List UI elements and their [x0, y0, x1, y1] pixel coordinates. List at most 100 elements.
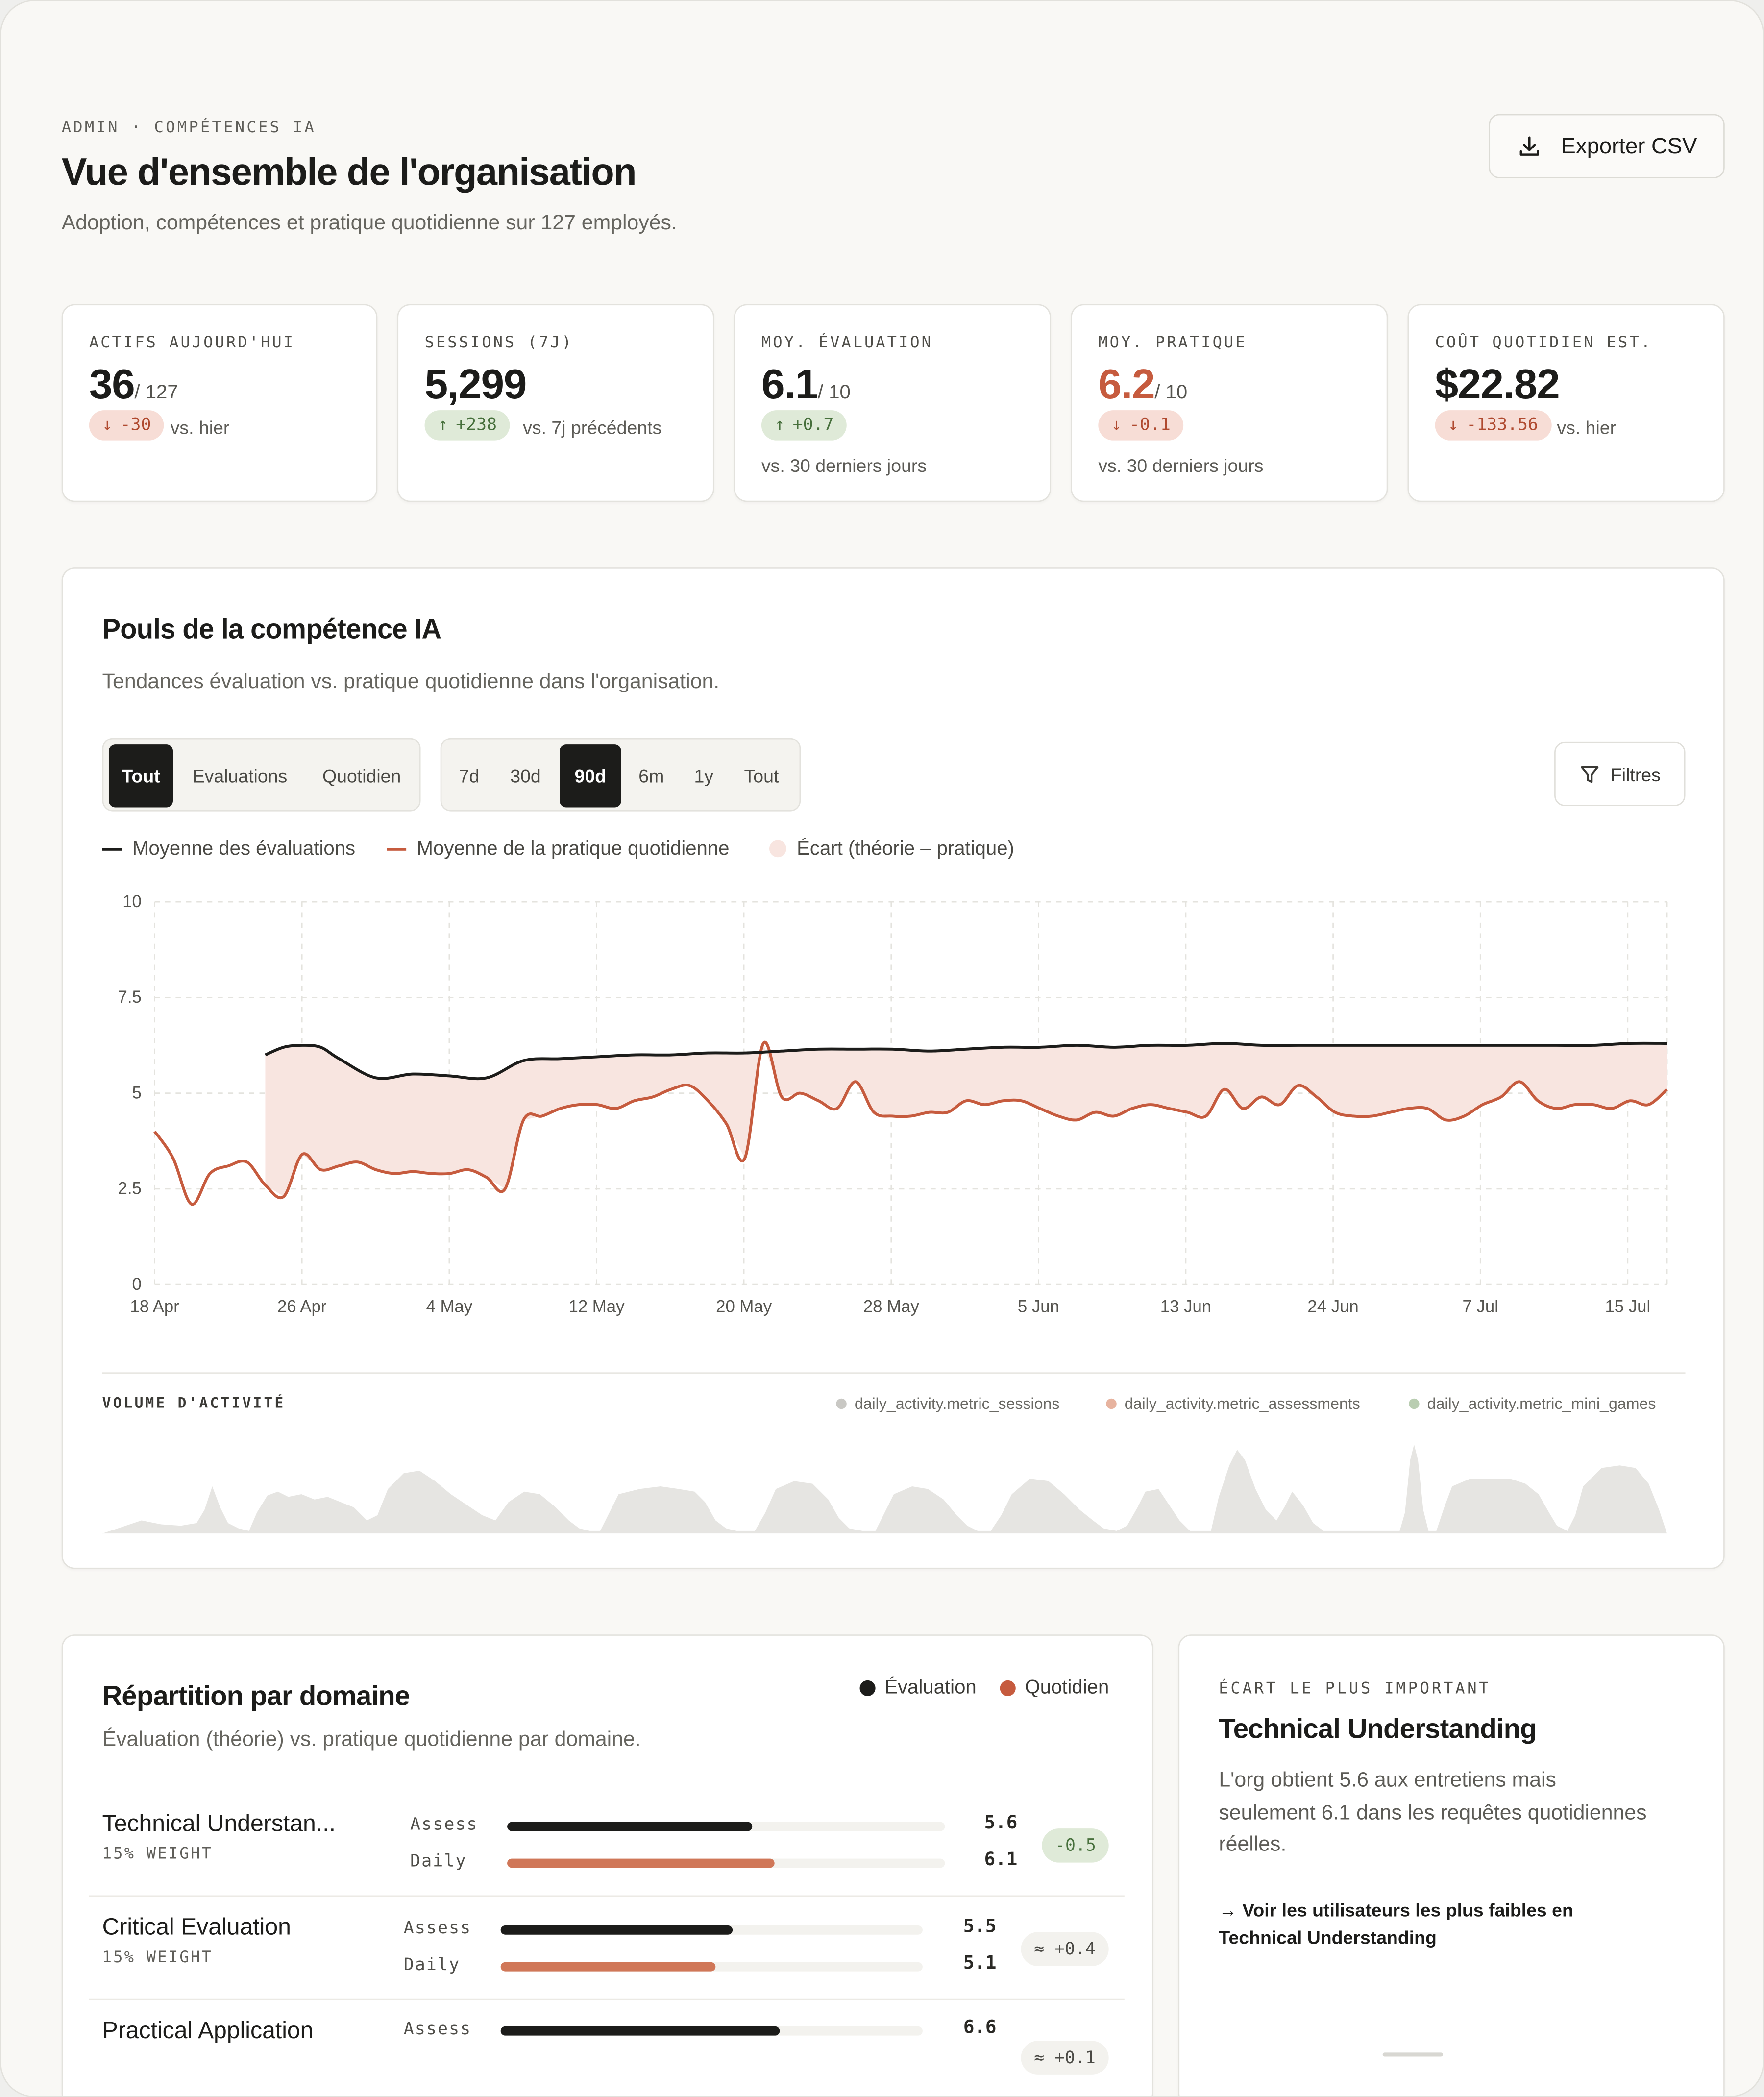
kpi-label: SESSIONS (7J) [424, 333, 573, 351]
kpi-card-active-today: ACTIFS AUJOURD'HUI 36/ 127 ↓ -30 vs. hier [61, 304, 378, 502]
delta-badge: ↓ -133.56 [1435, 410, 1551, 441]
largest-gap-card: ÉCART LE PLUS IMPORTANT Technical Unders… [1178, 1634, 1725, 2096]
kpi-value: 6.2/ 10 [1098, 360, 1188, 408]
dot-mini-games [1409, 1398, 1420, 1409]
series-line-assessment [265, 1041, 1667, 1081]
volume-title: VOLUME D'ACTIVITÉ [102, 1394, 286, 1412]
kpi-unit: / 127 [134, 381, 178, 404]
kpi-comparison: vs. 7j précédents [523, 417, 662, 438]
assess-value: 5.6 [984, 1812, 1018, 1834]
legend-daily: Moyenne de la pratique quotidienne [387, 838, 729, 860]
tab-range-all[interactable]: Tout [744, 765, 779, 787]
x-tick-label: 24 Jun [1307, 1297, 1358, 1316]
tab-view-daily[interactable]: Quotidien [322, 765, 401, 787]
y-tick-label: 5 [132, 1084, 142, 1102]
x-tick-label: 13 Jun [1160, 1297, 1211, 1316]
arrow-up-icon: ↑ [438, 415, 448, 435]
tab-range-7d[interactable]: 7d [459, 765, 480, 787]
kpi-card-avg-assessment: MOY. ÉVALUATION 6.1/ 10 ↑ +0.7 vs. 30 der… [734, 304, 1052, 502]
kpi-value: $22.82 [1435, 360, 1560, 408]
activity-volume-chart [102, 1444, 1667, 1534]
daily-label: Daily [410, 1852, 467, 1872]
daily-bar [507, 1858, 945, 1868]
assess-value: 6.6 [963, 2017, 997, 2039]
daily-value: 6.1 [984, 1849, 1018, 1871]
assess-label: Assess [403, 2020, 472, 2040]
x-tick-label: 18 Apr [130, 1297, 179, 1316]
kpi-label: ACTIFS AUJOURD'HUI [89, 333, 295, 351]
kpi-label: MOY. ÉVALUATION [761, 333, 933, 351]
tab-range-30d[interactable]: 30d [510, 765, 541, 787]
tab-range-1y[interactable]: 1y [694, 765, 714, 787]
arrow-down-icon: ↓ [102, 415, 113, 435]
delta-badge: ↑ +0.7 [761, 410, 847, 441]
assess-bar [507, 1822, 945, 1831]
gap-chip: ≈ +0.4 [1021, 1932, 1109, 1966]
legend-gap: Écart (théorie – pratique) [769, 838, 1014, 860]
kpi-unit: / 10 [1154, 381, 1188, 404]
delta-badge: ↓ -0.1 [1098, 410, 1184, 441]
tab-view-all[interactable]: Tout [108, 744, 173, 808]
domain-name: Technical Understan... [102, 1810, 336, 1837]
domain-row[interactable]: Practical Application Assess 6.6 ≈ +0.1 [89, 2001, 1125, 2096]
ai-pulse-card: Pouls de la compétence IA Tendances éval… [61, 567, 1725, 1569]
assess-bar [500, 2026, 923, 2036]
legend-daily: Quotidien [1000, 1677, 1109, 1699]
y-tick-label: 10 [122, 892, 142, 911]
x-tick-label: 15 Jul [1605, 1297, 1650, 1316]
kpi-comparison: vs. 30 derniers jours [1098, 455, 1264, 476]
daily-value: 5.1 [963, 1953, 997, 1974]
daily-bar-fill [507, 1858, 774, 1868]
gap-card-title: Technical Understanding [1219, 1714, 1537, 1745]
filters-label: Filtres [1610, 763, 1661, 785]
kpi-card-avg-practice: MOY. PRATIQUE 6.2/ 10 ↓ -0.1 vs. 30 derni… [1071, 304, 1388, 502]
x-tick-label: 20 May [716, 1297, 772, 1316]
arrow-up-icon: ↑ [774, 415, 785, 435]
volume-legend-mini-games: daily_activity.metric_mini_games [1409, 1395, 1656, 1413]
legend-assess: Moyenne des évaluations [102, 838, 356, 860]
section-title: Répartition par domaine [102, 1681, 410, 1712]
assess-label: Assess [410, 1815, 478, 1835]
dot-daily [1000, 1679, 1016, 1696]
gap-card-body: L'org obtient 5.6 aux entretiens mais se… [1219, 1769, 1647, 1856]
row-divider [89, 1895, 1125, 1897]
weakest-users-link[interactable]: → Voir les utilisateurs les plus faibles… [1219, 1899, 1573, 1948]
kpi-comparison: vs. hier [170, 417, 230, 438]
assess-bar-fill [500, 1925, 733, 1935]
assess-bar-fill [507, 1822, 753, 1831]
kpi-unit: / 10 [817, 381, 851, 404]
delta-badge: ↓ -30 [89, 410, 165, 441]
daily-bar-fill [500, 1962, 716, 1972]
range-toggle: 7d 30d 90d 6m 1y Tout [440, 738, 801, 812]
kpi-label: COÛT QUOTIDIEN EST. [1435, 333, 1653, 351]
tab-range-6m[interactable]: 6m [638, 765, 664, 787]
gap-chip: ≈ +0.1 [1021, 2041, 1109, 2075]
export-csv-button[interactable]: Exporter CSV [1489, 114, 1725, 178]
tab-range-90d[interactable]: 90d [560, 744, 621, 808]
kpi-comparison: vs. 30 derniers jours [761, 455, 927, 476]
dot-sessions [836, 1398, 847, 1409]
kpi-card-daily-cost: COÛT QUOTIDIEN EST. $22.82 ↓ -133.56 vs. … [1407, 304, 1725, 502]
breadcrumb: ADMIN · COMPÉTENCES IA [61, 118, 316, 137]
dot-evaluation [859, 1679, 876, 1696]
daily-label: Daily [403, 1955, 461, 1975]
domain-row[interactable]: Critical Evaluation 15% WEIGHT Assess Da… [89, 1898, 1125, 2000]
gap-card-eyebrow: ÉCART LE PLUS IMPORTANT [1219, 1679, 1491, 1698]
kpi-card-sessions: SESSIONS (7J) 5,299 ↑ +238 vs. 7j précéde… [397, 304, 714, 502]
x-tick-label: 26 Apr [277, 1297, 326, 1316]
tab-view-evaluations[interactable]: Evaluations [192, 765, 288, 787]
kpi-value: 5,299 [424, 360, 527, 408]
x-tick-label: 7 Jul [1463, 1297, 1498, 1316]
domain-row[interactable]: Technical Understan... 15% WEIGHT Assess… [89, 1795, 1125, 1897]
legend-evaluation: Évaluation [859, 1677, 977, 1699]
section-subtitle: Tendances évaluation vs. pratique quotid… [102, 671, 720, 693]
y-tick-label: 2.5 [118, 1180, 142, 1198]
delta-badge: ↑ +238 [424, 410, 510, 441]
arrow-down-icon: ↓ [1111, 415, 1122, 435]
assess-bar [500, 1925, 923, 1935]
x-tick-label: 5 Jun [1018, 1297, 1059, 1316]
filters-button[interactable]: Filtres [1554, 741, 1686, 806]
daily-bar [500, 1962, 923, 1972]
domain-weight: 15% WEIGHT [102, 1844, 213, 1863]
